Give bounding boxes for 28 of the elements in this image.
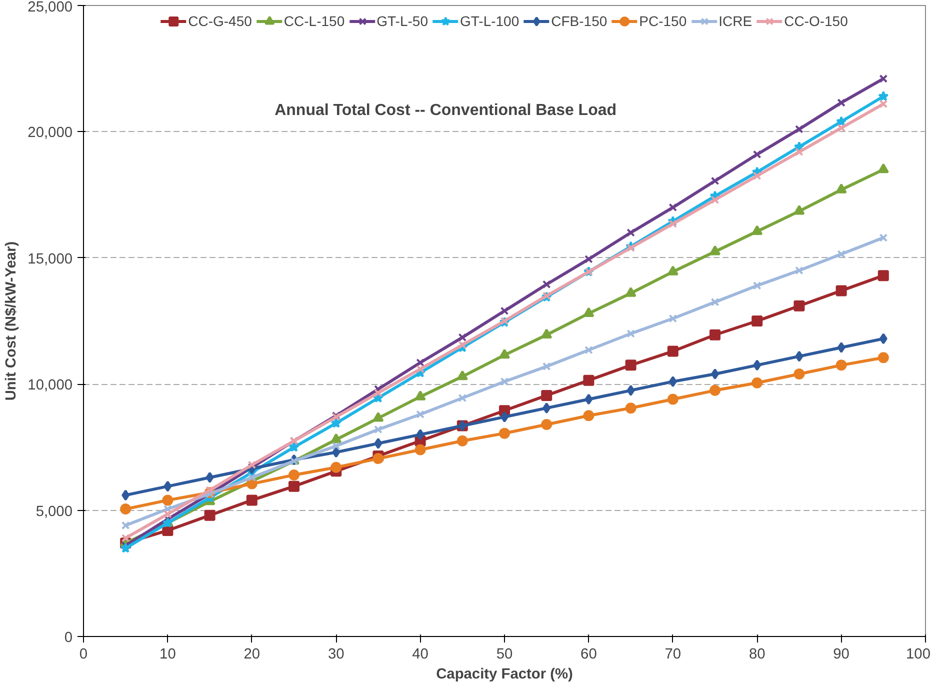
legend-label: GT-L-100	[460, 13, 520, 29]
x-axis-title: Capacity Factor (%)	[436, 666, 574, 682]
legend-label: CC-G-450	[188, 13, 252, 29]
text: Annual Total Cost -- Conventional Base Load	[274, 102, 617, 120]
legend-label: PC-150	[639, 13, 687, 29]
y-tick-label: 25,000	[28, 0, 72, 16]
x-tick-label: 60	[580, 646, 597, 662]
legend-label: CFB-150	[551, 13, 608, 29]
x-tick-label: 0	[79, 646, 88, 662]
y-tick-label: 20,000	[28, 125, 72, 142]
y-tick-label: 10,000	[28, 378, 72, 394]
x-tick-label: 80	[748, 646, 766, 662]
x-tick-label: 10	[160, 646, 176, 662]
x-tick-label: 90	[833, 646, 850, 662]
y-axis-title: Unit Cost (N$/kW-Year)	[4, 241, 20, 401]
legend-label: CC-O-150	[784, 13, 848, 29]
y-tick-label: 5,000	[36, 504, 73, 520]
x-tick-label: 70	[664, 646, 682, 662]
x-tick-label: 50	[496, 646, 513, 662]
x-tick-label: 40	[412, 646, 428, 662]
legend-label: GT-L-50	[376, 13, 428, 29]
x-tick-label: 100	[906, 646, 931, 662]
legend-label: ICRE	[718, 13, 752, 29]
legend-label: CC-L-150	[284, 13, 345, 29]
y-tick-label: 0	[64, 630, 73, 646]
y-tick-label: 15,000	[28, 251, 72, 268]
x-tick-label: 20	[244, 646, 260, 662]
x-tick-label: 30	[328, 646, 344, 662]
